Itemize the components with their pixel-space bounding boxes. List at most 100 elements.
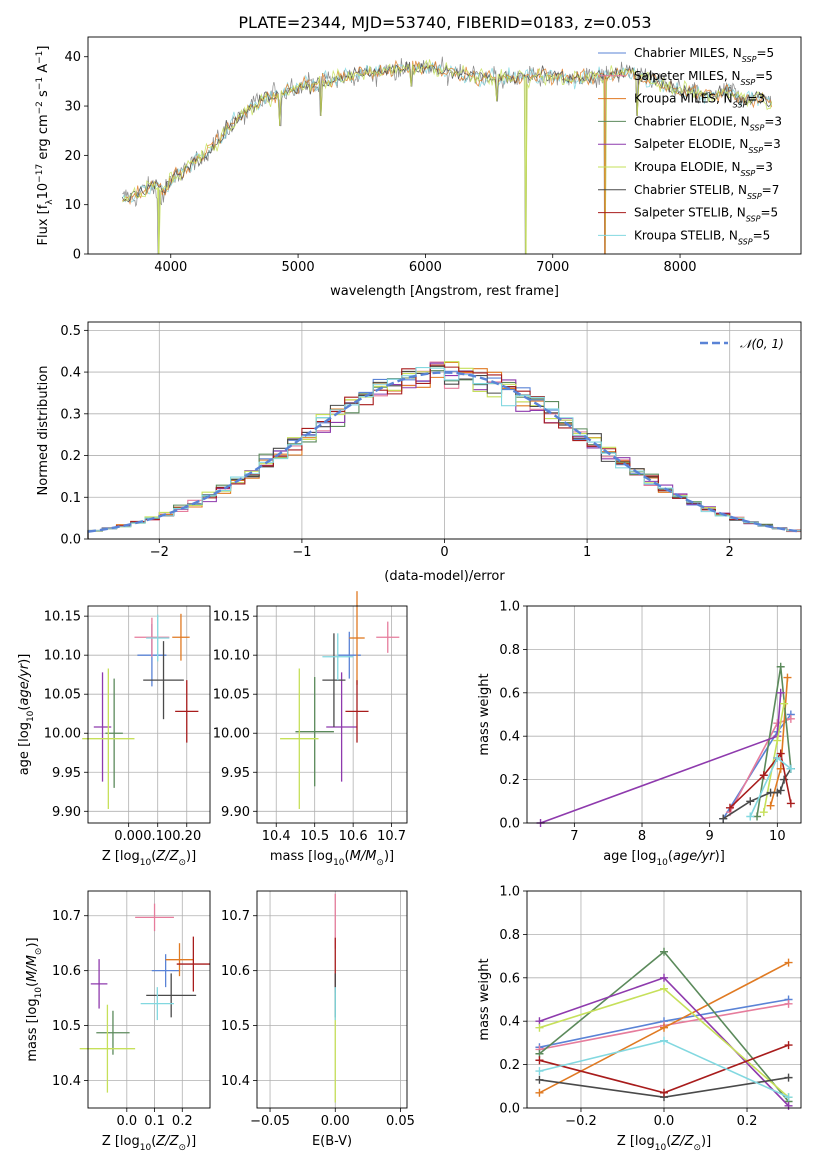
y-tick-label: 0.8	[499, 643, 520, 658]
errorbar-point	[165, 943, 194, 977]
y-tick-label: 0.6	[499, 686, 520, 701]
x-tick-label: 10.5	[300, 829, 329, 844]
errorbar-point	[280, 668, 319, 809]
mass-weight-marker	[784, 999, 793, 1008]
y-tick-label: 0.0	[60, 533, 81, 548]
y-tick-label: 1.0	[499, 600, 520, 615]
x-tick-label: 10.6	[339, 829, 368, 844]
errorbar-point	[376, 621, 400, 653]
y-axis-label: mass weight	[477, 958, 492, 1040]
axes-frame	[87, 890, 211, 1109]
y-tick-label: 20	[64, 149, 81, 164]
errorbar-point	[322, 633, 354, 681]
y-tick-label: 10.00	[213, 727, 250, 742]
x-tick-label: 0.05	[386, 1114, 415, 1129]
figure-title: PLATE=2344, MJD=53740, FIBERID=0183, z=0…	[238, 13, 651, 32]
x-tick-label: 0.2	[737, 1114, 758, 1129]
errorbar-point	[135, 903, 174, 932]
legend-entry: Kroupa MILES, NSSP=3	[634, 92, 765, 110]
mass-weight-marker	[784, 958, 793, 967]
residuals-panel: −2 −1 0 1 2 0.0 0.1 0.2 0.3 0.4 0.5 𝒩(0, 1) Normed d…	[36, 321, 802, 584]
y-axis-label: mass weight	[477, 673, 492, 755]
y-tick-label: 9.90	[52, 805, 81, 820]
mass-weight-marker	[776, 688, 785, 697]
x-axis-label: mass [log10(M/M⊙)]	[270, 849, 394, 868]
x-tick-label: 2	[726, 545, 734, 560]
y-tick-label: 40	[64, 50, 81, 65]
age-vs-mass-panel: 10.4 10.5 10.6 10.7 9.90 9.95 10.00 10.05 10.10 1…	[213, 591, 408, 868]
mass-weight-marker	[746, 797, 755, 806]
errorbar-point	[349, 591, 365, 685]
age-vs-Z-panel: 0.00 0.10 0.20 9.90 9.95 10.00 10.05 10.10 10.15…	[17, 605, 211, 868]
y-tick-label: 10.05	[213, 688, 250, 703]
errorbar-point	[82, 668, 135, 809]
x-tick-label: 0.2	[172, 1114, 193, 1129]
y-tick-label: 0.4	[499, 730, 520, 745]
mass-weight-marker	[535, 1056, 544, 1065]
axes-frame	[87, 605, 211, 824]
errorbar-point	[134, 617, 170, 657]
y-tick-label: 10.6	[221, 964, 250, 979]
errorbar-point	[295, 677, 334, 787]
errorbar-point	[172, 613, 190, 661]
x-tick-label: 8	[638, 829, 646, 844]
mass-weight-marker	[759, 808, 768, 817]
y-tick-label: 0.4	[60, 366, 81, 381]
axes-frame	[256, 605, 408, 824]
mass-weight-marker	[660, 984, 668, 993]
mass-weight-marker	[753, 812, 762, 821]
y-tick-label: 0.5	[60, 324, 81, 339]
legend-entry: Salpeter MILES, NSSP=5	[634, 69, 773, 87]
legend-entry: Kroupa ELODIE, NSSP=3	[634, 160, 773, 178]
legend-entry: Salpeter ELODIE, NSSP=3	[634, 137, 781, 155]
x-tick-label: 10	[769, 829, 786, 844]
x-tick-label: −0.2	[565, 1114, 597, 1129]
gaussian-reference-line	[87, 371, 802, 533]
mass-weight-marker	[784, 1041, 793, 1050]
y-tick-label: 0.3	[60, 407, 81, 422]
legend-entry: Kroupa STELIB, NSSP=5	[634, 228, 770, 246]
mass-weight-marker	[535, 1088, 544, 1097]
x-tick-label: 10.7	[377, 829, 406, 844]
y-tick-label: 0.2	[499, 1058, 520, 1073]
y-tick-label: 0.4	[499, 1015, 520, 1030]
x-axis-label: age [log10(age/yr)]	[603, 849, 725, 868]
axes-frame	[87, 321, 802, 540]
x-tick-label: 7000	[536, 260, 569, 275]
x-tick-label: 4000	[154, 260, 187, 275]
mass-weight-marker	[780, 699, 789, 708]
legend-entry: Chabrier ELODIE, NSSP=3	[634, 114, 782, 131]
x-tick-label: 5000	[282, 260, 315, 275]
y-tick-label: 0.0	[499, 1102, 520, 1117]
x-tick-label: 0.00	[114, 829, 143, 844]
errorbar-point	[176, 936, 210, 992]
errorbar-point	[96, 1010, 130, 1055]
y-tick-label: 9.95	[221, 766, 250, 781]
axes-frame	[526, 605, 802, 824]
mass-weight-marker	[766, 801, 775, 810]
axes-frame	[256, 890, 408, 1109]
x-tick-label: 1	[583, 545, 591, 560]
mass-weight-marker	[719, 814, 728, 823]
x-tick-label: −0.05	[250, 1114, 290, 1129]
legend-entry: Chabrier STELIB, NSSP=7	[634, 183, 779, 201]
errorbar-point	[140, 987, 174, 1021]
y-tick-label: 10.6	[52, 964, 81, 979]
mass-weight-marker	[773, 753, 782, 762]
mass-weight-marker	[535, 1023, 544, 1032]
y-tick-label: 0.6	[499, 971, 520, 986]
mass-weight-marker	[535, 1067, 544, 1076]
y-tick-label: 9.95	[52, 766, 81, 781]
y-tick-label: 0.2	[60, 449, 81, 464]
y-tick-label: 10.4	[52, 1074, 81, 1089]
y-tick-label: 10.5	[221, 1019, 250, 1034]
mass-weight-marker	[784, 1093, 793, 1102]
mass-weight-marker	[776, 786, 785, 795]
spectrum-panel: 4000 5000 6000 7000 8000 0 10 20 30 40 Flux [fλ10−…	[35, 36, 802, 299]
mass-weight-marker	[783, 673, 792, 682]
x-axis-label: Z [log10(Z/Z⊙)]	[617, 1134, 711, 1153]
errorbar-point	[79, 1004, 136, 1093]
mass-weight-marker	[786, 714, 795, 723]
spectrum-line	[122, 61, 773, 203]
